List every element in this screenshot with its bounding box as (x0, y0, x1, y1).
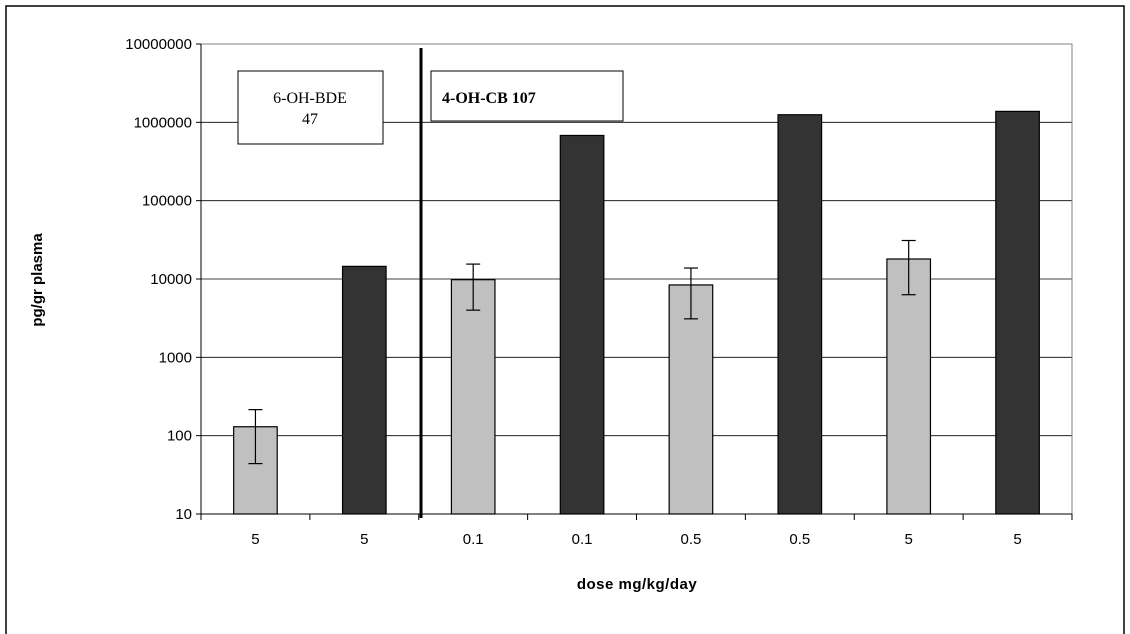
error-bar (901, 239, 916, 296)
x-tick-label: 0.5 (789, 531, 810, 548)
bar (777, 114, 823, 515)
bar (559, 134, 605, 515)
y-tick-label: 10000 (150, 271, 192, 288)
x-axis-ticks: 5 5 0.1 0.1 0.5 0.5 5 5 (200, 514, 1073, 548)
x-tick-label: 0.5 (681, 531, 702, 548)
x-tick-label: 5 (1013, 531, 1021, 548)
bar (668, 284, 714, 515)
y-tick-label: 10 (175, 506, 192, 523)
group-label-4-oh-cb-107: 4-OH-CB 107 (442, 90, 536, 107)
bar (886, 258, 932, 515)
group-label-6-oh-bde-line1: 6-OH-BDE (273, 90, 347, 107)
group-label-box-6-oh-bde-47: 6-OH-BDE 47 (237, 70, 384, 145)
bar (341, 265, 387, 515)
x-axis-title: dose mg/kg/day (577, 576, 698, 593)
bar (450, 279, 496, 515)
x-tick-label: 5 (360, 531, 368, 548)
y-axis-ticks: 10 100 1000 10000 100000 1000000 10000000 (125, 36, 1072, 523)
y-tick-label: 1000000 (134, 114, 192, 131)
x-tick-label: 0.1 (463, 531, 484, 548)
x-tick-label: 5 (251, 531, 259, 548)
error-bar (466, 263, 481, 311)
y-tick-label: 1000 (159, 349, 192, 366)
group-label-box-4-oh-cb-107: 4-OH-CB 107 (430, 70, 624, 122)
x-tick-label: 0.1 (572, 531, 593, 548)
error-bar (683, 267, 698, 320)
error-bars (248, 239, 916, 465)
x-tick-label: 5 (905, 531, 913, 548)
group-label-box-frame (237, 70, 384, 145)
error-bar (248, 409, 263, 465)
y-tick-label: 100000 (142, 193, 192, 210)
y-tick-label: 100 (167, 428, 192, 445)
bar (995, 110, 1040, 515)
group-label-6-oh-bde-line2: 47 (302, 111, 318, 128)
group-label-box-frame (430, 70, 624, 122)
y-axis-title: pg/gr plasma (29, 233, 46, 327)
y-tick-label: 10000000 (125, 36, 192, 53)
